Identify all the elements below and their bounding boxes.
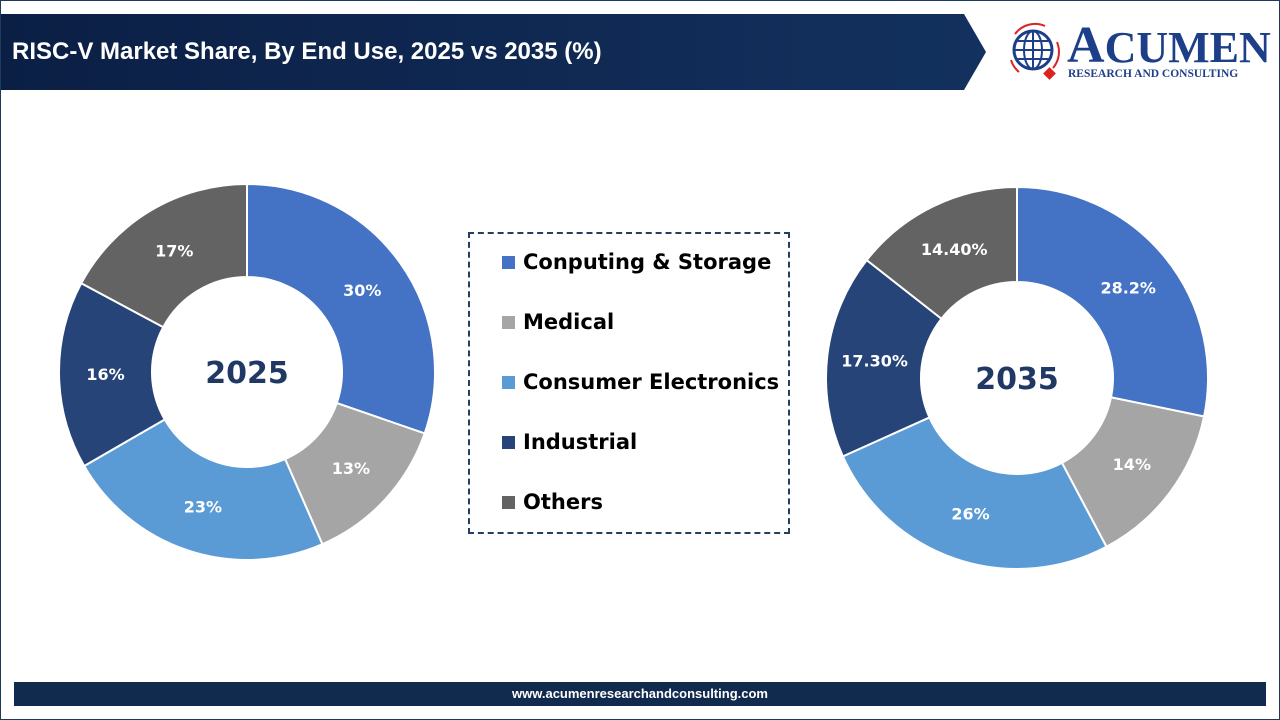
logo-tagline: RESEARCH AND CONSULTING <box>1068 68 1239 80</box>
legend-label: Industrial <box>523 430 638 454</box>
donut-slice-2035-2 <box>841 416 1108 570</box>
legend-label: Others <box>523 490 603 514</box>
legend-swatch <box>502 495 515 509</box>
legend-swatch <box>502 255 515 269</box>
slice-label: 28.2% <box>1100 278 1156 297</box>
slice-label: 16% <box>86 365 124 384</box>
donut-slice-2025-3 <box>58 281 167 468</box>
title-banner <box>1 14 986 90</box>
slice-label: 30% <box>343 281 381 300</box>
footer-url: www.acumenresearchandconsulting.com <box>14 682 1266 706</box>
acumen-logo: ACUMEN RESEARCH AND CONSULTING <box>1005 20 1271 86</box>
donut-center-label: 2025 <box>205 356 289 391</box>
donut-slice-2025-2 <box>82 418 324 561</box>
donut-slice-2035-0 <box>1016 185 1209 418</box>
slice-label: 14% <box>1113 455 1151 474</box>
legend-item: Others <box>502 490 603 514</box>
legend-swatch <box>502 435 515 449</box>
slice-label: 26% <box>951 505 989 524</box>
slice-label: 17.30% <box>841 352 908 371</box>
banner-shape <box>1 14 986 90</box>
donut-slice-2035-4 <box>865 185 1018 321</box>
donut-slice-2025-4 <box>79 182 248 329</box>
legend-label: Consumer Electronics <box>523 370 780 394</box>
donut-slice-2025-0 <box>246 182 436 435</box>
globe-icon <box>1010 22 1060 80</box>
donut-slice-2035-3 <box>825 258 943 458</box>
legend-swatch <box>502 315 515 329</box>
donut-center-label: 2035 <box>975 362 1059 397</box>
legend-item: Consumer Electronics <box>502 370 779 394</box>
legend-item: Medical <box>502 310 614 334</box>
slice-label: 13% <box>332 459 370 478</box>
legend-label: Medical <box>523 310 615 334</box>
logo-wordmark: ACUMEN <box>1067 17 1271 74</box>
slice-label: 17% <box>155 242 193 261</box>
legend: Conputing & Storage Medical Consumer Ele… <box>468 232 790 534</box>
slice-label: 14.40% <box>921 240 988 259</box>
slice-label: 23% <box>184 497 222 516</box>
legend-item: Industrial <box>502 430 637 454</box>
chart-title: RISC-V Market Share, By End Use, 2025 vs… <box>12 38 602 65</box>
legend-swatch <box>502 375 515 389</box>
legend-item: Conputing & Storage <box>502 250 771 274</box>
legend-label: Conputing & Storage <box>523 250 772 274</box>
